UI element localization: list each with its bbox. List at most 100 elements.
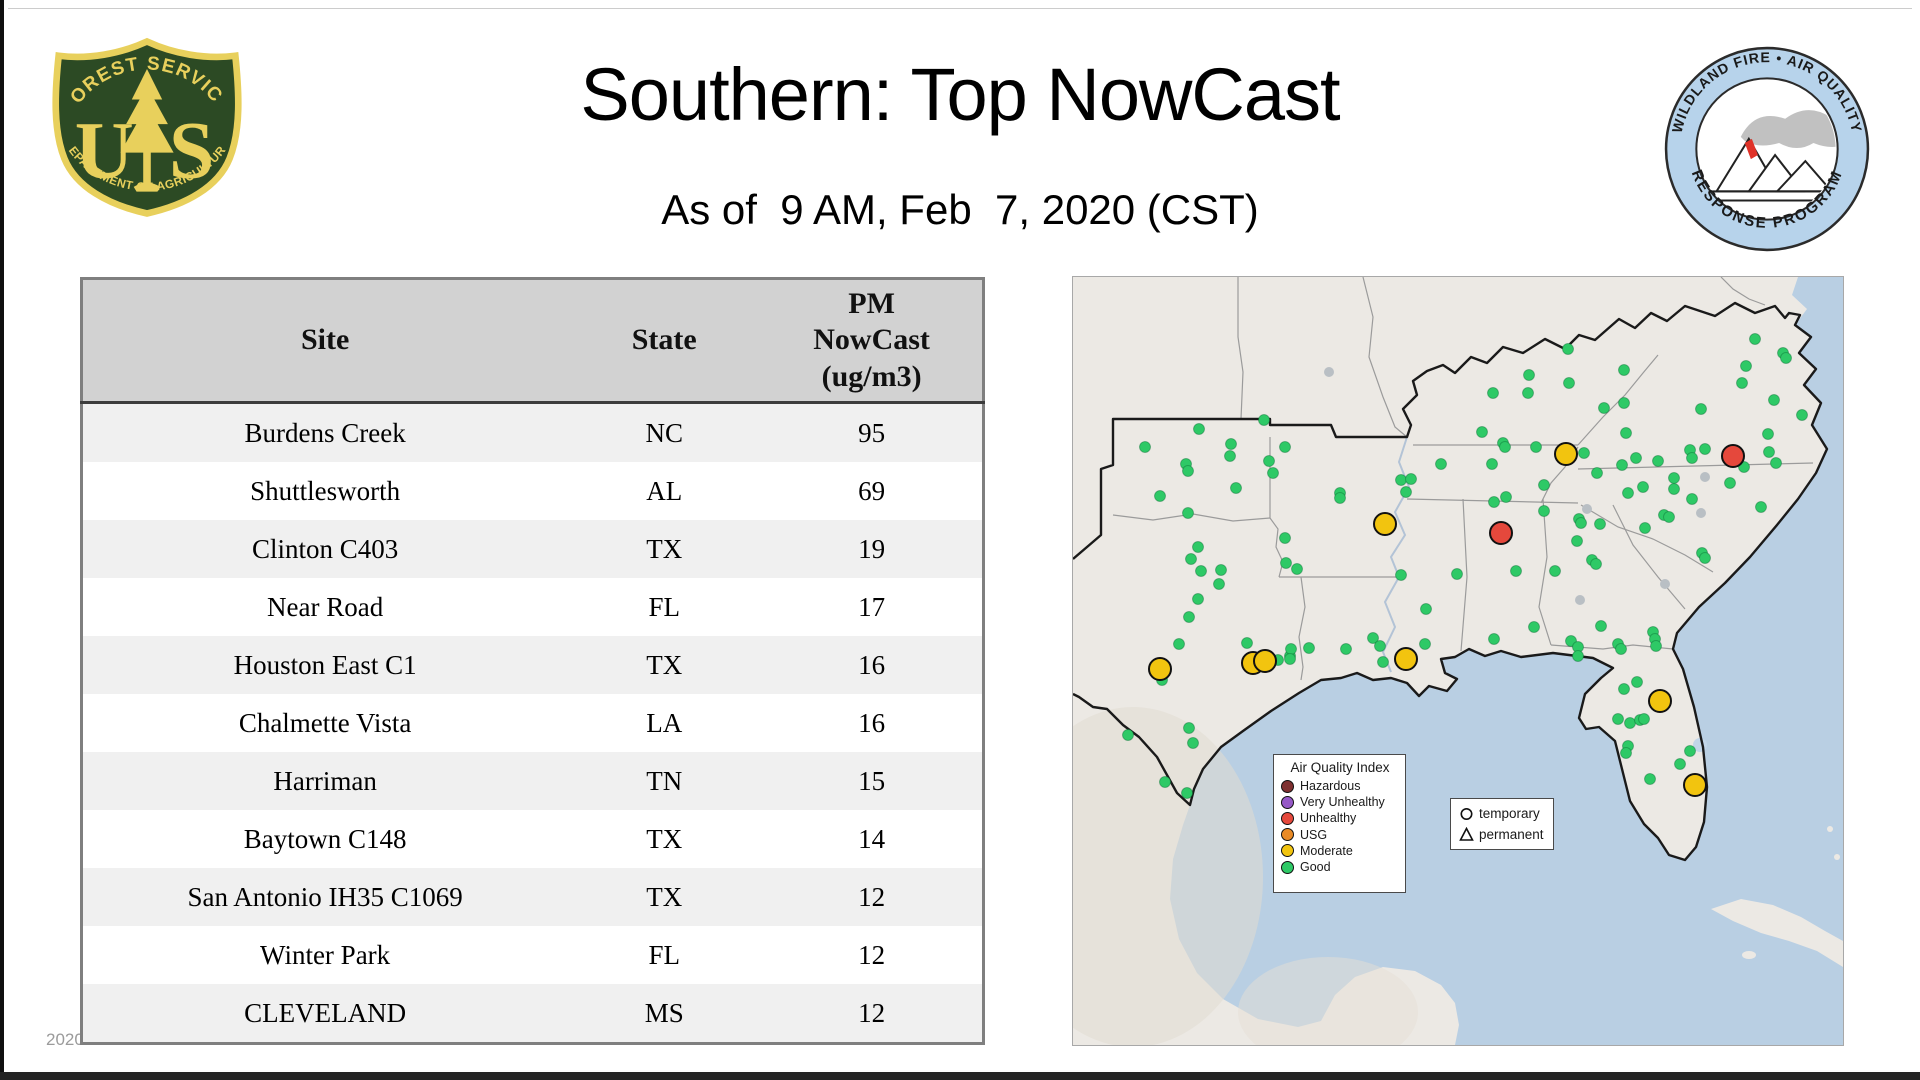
table-row: Near Road FL 17	[82, 578, 984, 636]
site-cell: San Antonio IH35 C1069	[81, 868, 568, 926]
good-site-dot	[1487, 387, 1499, 399]
good-site-dot	[1258, 414, 1270, 426]
site-cell: Houston East C1	[81, 636, 568, 694]
table-row: CLEVELAND MS 12	[81, 984, 984, 1044]
table-body: Burdens Creek NC 95 Shuttlesworth AL 69 Clinto…	[81, 402, 984, 1044]
good-site-dot	[1578, 447, 1590, 459]
good-site-dot	[1736, 377, 1748, 389]
good-site-dot	[1195, 565, 1207, 577]
good-site-dot	[1154, 490, 1166, 502]
good-site-dot	[1405, 473, 1417, 485]
good-site-dot	[1571, 535, 1583, 547]
good-site-dot	[1763, 446, 1775, 458]
aqi-legend-items: Hazardous Very Unhealthy Unhealthy USG Moder…	[1281, 778, 1399, 875]
inactive-site-dot	[1696, 508, 1706, 518]
good-site-dot	[1499, 441, 1511, 453]
value-cell: 69	[858, 475, 886, 506]
table-row: Houston East C1 TX 16	[81, 636, 984, 694]
inactive-site-dot	[1575, 595, 1585, 605]
good-site-dot	[1724, 477, 1736, 489]
value-cell: 14	[858, 823, 886, 854]
state-cell: FL	[648, 939, 680, 970]
good-site-dot	[1500, 491, 1512, 503]
temporary-circle-icon	[1460, 808, 1473, 820]
moderate-site-marker	[1648, 689, 1672, 713]
good-site-dot	[1618, 364, 1630, 376]
aqi-legend-item: Unhealthy	[1281, 810, 1399, 826]
value-cell: 19	[761, 520, 984, 578]
nowcast-table: Site State PM NowCast (ug/m3) Burdens Cr…	[80, 277, 985, 1045]
site-cell: Baytown C148	[243, 823, 407, 854]
good-site-dot	[1400, 486, 1412, 498]
good-site-dot	[1686, 493, 1698, 505]
inactive-site-dot	[1582, 504, 1592, 514]
good-site-dot	[1563, 377, 1575, 389]
fs-letter-s: S	[169, 104, 214, 195]
aqi-item-label: USG	[1300, 827, 1328, 842]
good-site-dot	[1215, 564, 1227, 576]
aqi-color-dot	[1281, 860, 1294, 874]
good-site-dot	[1618, 683, 1630, 695]
good-site-dot	[1476, 426, 1488, 438]
aqi-legend-item: Good	[1281, 859, 1399, 875]
good-site-dot	[1213, 578, 1225, 590]
good-site-dot	[1451, 568, 1463, 580]
good-site-dot	[1193, 423, 1205, 435]
mountains-icon	[1706, 136, 1834, 202]
pine-tree-icon	[120, 69, 174, 192]
good-site-dot	[1182, 465, 1194, 477]
column-header-site: Site	[81, 278, 568, 404]
good-site-dot	[1182, 507, 1194, 519]
good-site-dot	[1538, 505, 1550, 517]
good-site-dot	[1620, 747, 1632, 759]
site-markers	[1122, 333, 1808, 799]
good-site-dot	[1263, 455, 1275, 467]
table-row: Winter Park FL 12	[82, 926, 984, 984]
good-site-dot	[1139, 441, 1151, 453]
moderate-site-marker	[1683, 773, 1707, 797]
good-site-dot	[1183, 611, 1195, 623]
region-outline	[1073, 301, 1829, 862]
value-cell: 95	[761, 402, 984, 462]
flame-mark	[1744, 138, 1758, 160]
table-row: San Antonio IH35 C1069 TX 12	[81, 868, 984, 926]
good-site-dot	[1668, 483, 1680, 495]
inactive-site-dot	[1660, 579, 1670, 589]
good-site-dot	[1674, 758, 1686, 770]
unhealthy-site-marker	[1489, 521, 1513, 545]
good-site-dot	[1796, 409, 1808, 421]
table-row: Clinton C403 TX 19	[81, 520, 984, 578]
good-site-dot	[1755, 501, 1767, 513]
good-site-dot	[1230, 482, 1242, 494]
good-site-dot	[1187, 737, 1199, 749]
good-site-dot	[1618, 397, 1630, 409]
permanent-triangle-icon	[1459, 827, 1474, 841]
good-site-dot	[1523, 369, 1535, 381]
good-site-dot	[1279, 532, 1291, 544]
good-site-dot	[1615, 643, 1627, 655]
good-site-dot	[1488, 496, 1500, 508]
site-cell: Chalmette Vista	[238, 707, 412, 738]
aqi-color-dot	[1281, 828, 1294, 842]
aqi-item-label: Very Unhealthy	[1300, 795, 1385, 810]
hillshade-sierra	[1238, 957, 1418, 1045]
site-cell: Shuttlesworth	[250, 475, 401, 506]
table-row: Shuttlesworth AL 69	[82, 462, 984, 520]
state-cell: TX	[567, 636, 762, 694]
value-cell: 15	[761, 752, 984, 810]
good-site-dot	[1530, 441, 1542, 453]
value-cell: 17	[858, 591, 886, 622]
good-site-dot	[1285, 643, 1297, 655]
bahamas-speck	[1827, 826, 1833, 832]
good-site-dot	[1183, 722, 1195, 734]
table-row: Harriman TN 15	[81, 752, 984, 810]
good-site-dot	[1695, 403, 1707, 415]
good-site-dot	[1367, 632, 1379, 644]
good-site-dot	[1159, 776, 1171, 788]
good-site-dot	[1572, 650, 1584, 662]
good-site-dot	[1639, 522, 1651, 534]
state-cell: MS	[567, 984, 762, 1044]
table-header: Site State PM NowCast (ug/m3)	[81, 278, 984, 404]
moderate-site-marker	[1253, 649, 1277, 673]
